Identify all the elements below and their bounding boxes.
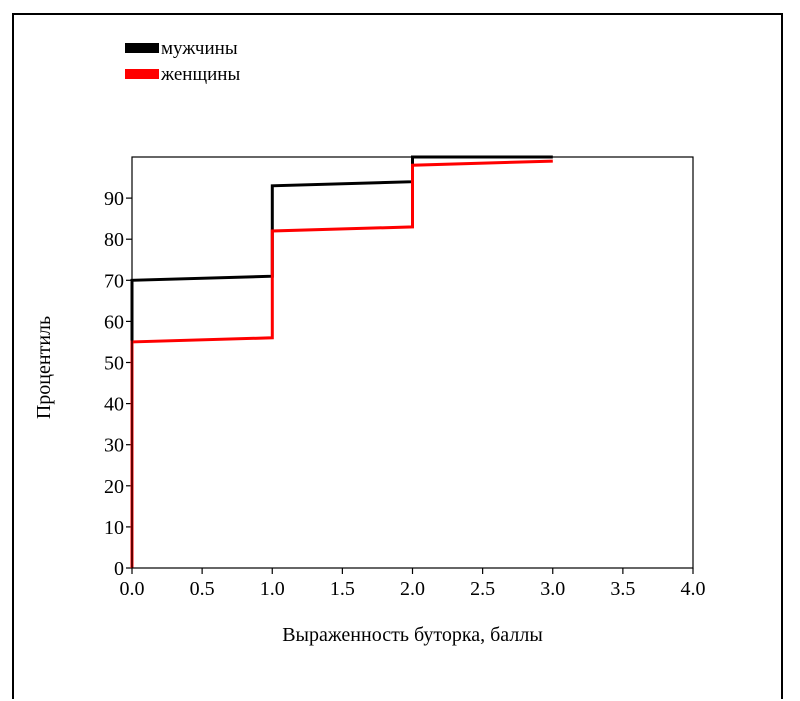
y-tick-label: 0 (114, 558, 124, 580)
legend-label: мужчины (161, 38, 238, 59)
y-axis-title: Процентиль (33, 316, 55, 419)
axis-ticks: 0.0 0.5 1.0 1.5 2.0 2.5 3.0 3.5 4.0 0 10 20 30 40 50 60… (104, 188, 706, 600)
plot-area (131, 156, 694, 569)
y-tick-label: 50 (104, 353, 124, 375)
y-tick-label: 10 (104, 517, 124, 539)
x-tick-label: 1.0 (260, 578, 285, 600)
y-tick-label: 60 (104, 311, 124, 333)
y-tick-label: 90 (104, 188, 124, 210)
y-tick-label: 70 (104, 270, 124, 292)
x-axis-title: Выраженность буторка, баллы (282, 624, 543, 646)
step-chart: мужчины женщины 0.0 0.5 1.0 1.5 2.0 2.5 3.0 3.5 4… (33, 38, 706, 646)
y-tick-label: 80 (104, 229, 124, 251)
x-tick-label: 2.0 (400, 578, 425, 600)
x-tick-label: 3.0 (540, 578, 565, 600)
series-lines (130, 155, 553, 568)
legend: мужчины женщины (125, 38, 240, 85)
x-tick-label: 3.5 (610, 578, 635, 600)
y-tick-label: 30 (104, 435, 124, 457)
legend-swatch (125, 69, 159, 79)
x-tick-label: 0.5 (190, 578, 215, 600)
x-tick-label: 1.5 (330, 578, 355, 600)
legend-swatch (125, 43, 159, 53)
legend-label: женщины (160, 64, 240, 85)
x-tick-label: 4.0 (681, 578, 706, 600)
series-line-0 (130, 155, 553, 568)
x-tick-label: 2.5 (470, 578, 495, 600)
y-tick-label: 20 (104, 476, 124, 498)
figure-frame: мужчины женщины 0.0 0.5 1.0 1.5 2.0 2.5 3.0 3.5 4… (12, 13, 783, 699)
series-line-1 (130, 159, 553, 568)
x-tick-label: 0.0 (120, 578, 145, 600)
y-tick-label: 40 (104, 394, 124, 416)
